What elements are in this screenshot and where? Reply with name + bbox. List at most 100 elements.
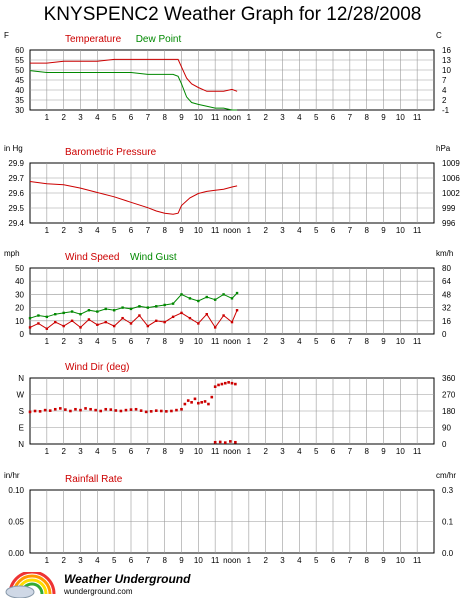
left-axis-tick: 40 [15, 86, 24, 95]
data-point [62, 311, 65, 315]
data-point [188, 297, 192, 300]
hour-tick-label: 7 [348, 226, 353, 235]
data-point [170, 409, 173, 413]
data-point [129, 307, 133, 311]
weather-underground-logo: Weather Underground wunderground.com [4, 572, 204, 598]
hour-tick-label: 2 [263, 113, 268, 122]
data-point [163, 303, 166, 307]
hour-tick-label: 7 [146, 337, 151, 346]
series-line [29, 181, 238, 215]
hour-tick-label: 10 [194, 447, 203, 456]
right-unit-label: hPa [436, 144, 451, 153]
left-axis-tick: 50 [15, 264, 24, 273]
left-axis-tick: 30 [15, 290, 24, 299]
left-axis-tick: S [19, 407, 24, 416]
right-axis-tick: 180 [442, 407, 456, 416]
right-axis-tick: 48 [442, 290, 451, 299]
hour-tick-label: 6 [331, 556, 336, 565]
data-point [205, 295, 208, 299]
hour-tick-label: 3 [280, 447, 285, 456]
data-point [197, 401, 200, 405]
data-point [139, 409, 143, 412]
hour-tick-label: 7 [146, 226, 151, 235]
data-point [121, 306, 124, 309]
hour-tick-label: 2 [61, 556, 66, 565]
hour-tick-label: 1 [247, 113, 252, 122]
left-axis-tick: 0.00 [8, 549, 24, 558]
hour-tick-label: 11 [211, 226, 220, 235]
hour-tick-label: 1 [247, 447, 252, 456]
left-axis-tick: W [16, 391, 24, 400]
hour-tick-label: 9 [381, 447, 386, 456]
right-axis-tick: 64 [442, 277, 451, 286]
right-axis-tick: 996 [442, 219, 456, 228]
legend-label: Barometric Pressure [65, 147, 157, 158]
data-point [223, 441, 227, 444]
hour-tick-label: 5 [314, 226, 319, 235]
data-point [197, 322, 200, 325]
hour-tick-label: 2 [263, 226, 268, 235]
data-point [165, 410, 168, 413]
hour-tick-label: 1 [247, 226, 252, 235]
data-point [213, 440, 217, 444]
left-axis-tick: 29.6 [8, 189, 24, 198]
hour-tick-label: 4 [95, 113, 100, 122]
hour-tick-label: 4 [297, 337, 302, 346]
right-axis-tick: 0 [442, 330, 447, 339]
legend-label: Rainfall Rate [65, 474, 123, 485]
hour-tick-label: 1 [45, 556, 50, 565]
right-axis-tick: 90 [442, 424, 451, 433]
left-unit-label: in/hr [4, 471, 20, 480]
data-point [213, 298, 217, 301]
hour-tick-label: 4 [297, 113, 302, 122]
hour-tick-label: 8 [162, 226, 167, 235]
hour-tick-label: 1 [45, 337, 50, 346]
hour-tick-label: 1 [45, 447, 50, 456]
data-point [124, 408, 128, 412]
hour-tick-label: 5 [112, 113, 117, 122]
hour-tick-label: 3 [280, 226, 285, 235]
legend-label: Temperature [65, 34, 122, 45]
data-point [96, 323, 99, 326]
left-unit-label: mph [4, 249, 20, 258]
data-point [129, 408, 133, 411]
data-point [227, 381, 230, 384]
left-axis-tick: 29.7 [8, 174, 24, 183]
data-point [43, 408, 47, 412]
hour-tick-label: 3 [280, 337, 285, 346]
hour-tick-label: 11 [211, 447, 220, 456]
right-axis-tick: 360 [442, 374, 456, 383]
left-axis-tick: 40 [15, 277, 24, 286]
data-point [234, 440, 237, 444]
hour-tick-label: 7 [348, 337, 353, 346]
data-point [79, 408, 82, 412]
right-axis-tick: 0.1 [442, 518, 454, 527]
hour-tick-label: 8 [364, 113, 369, 122]
hour-tick-label: noon [223, 447, 241, 456]
hour-tick-label: 10 [194, 226, 203, 235]
data-point [171, 315, 175, 319]
data-point [54, 313, 57, 316]
hour-tick-label: 6 [331, 447, 336, 456]
hour-tick-label: 5 [314, 556, 319, 565]
hour-tick-label: noon [223, 226, 241, 235]
left-axis-tick: N [18, 440, 24, 449]
hour-tick-label: 11 [211, 556, 220, 565]
data-point [45, 315, 49, 319]
right-axis-tick: 80 [442, 264, 451, 273]
data-point [28, 316, 32, 320]
data-point [149, 410, 153, 413]
right-axis-tick: 7 [442, 76, 447, 85]
data-point [99, 409, 102, 413]
hour-tick-label: noon [223, 113, 241, 122]
hour-tick-label: 3 [280, 556, 285, 565]
hour-tick-label: 5 [112, 556, 117, 565]
right-axis-tick: 999 [442, 204, 456, 213]
hour-tick-label: 5 [314, 337, 319, 346]
data-point [155, 305, 158, 308]
data-point [175, 408, 178, 412]
series-line [29, 70, 238, 111]
legend-label: Dew Point [136, 34, 182, 45]
hour-tick-label: noon [223, 556, 241, 565]
